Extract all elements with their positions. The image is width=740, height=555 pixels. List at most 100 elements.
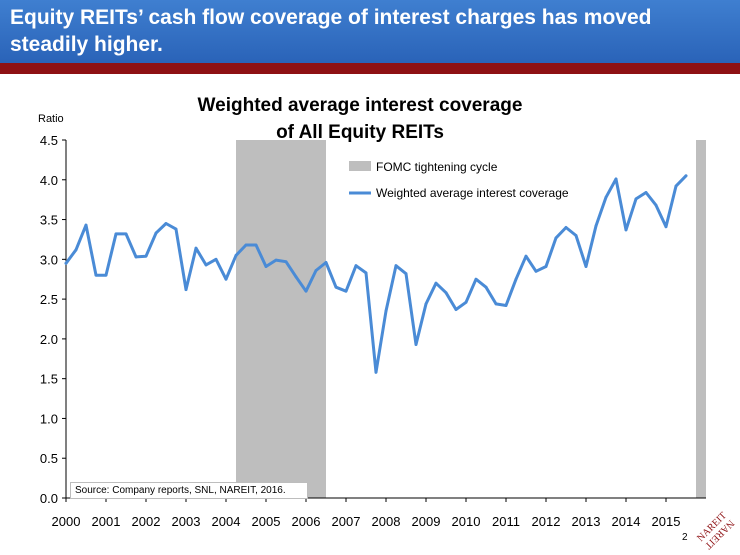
chart-title-line-2: of All Equity REITs [276,122,444,143]
data-point [84,223,88,227]
data-point [674,184,678,188]
data-point [544,265,548,268]
data-point [484,285,488,289]
x-tick-label: 2014 [612,514,641,529]
legend-label-fomc: FOMC tightening cycle [376,160,498,174]
x-tick-label: 2004 [212,514,241,529]
data-point [364,271,368,275]
y-tick-label: 4.5 [40,133,58,148]
x-tick-label: 2012 [532,514,561,529]
fomc-band [696,140,706,498]
data-point [654,203,658,207]
y-axis-label: Ratio [38,113,64,125]
data-point [384,309,388,313]
x-tick-label: 2015 [652,514,681,529]
data-point [604,195,608,199]
x-tick-label: 2006 [292,514,321,529]
x-tick-label: 2011 [492,514,520,529]
data-point [594,224,598,228]
data-point [634,197,638,201]
data-point [414,343,418,346]
data-point [554,236,558,240]
data-point [214,257,218,261]
data-point [574,234,578,237]
x-tick-label: 2013 [572,514,601,529]
data-point [174,227,178,231]
data-point [344,289,348,293]
data-point [74,248,78,252]
data-point [394,264,398,268]
y-tick-label: 3.5 [40,213,58,228]
data-point [104,273,108,277]
data-point [124,232,128,236]
data-point [334,285,338,289]
data-point [424,302,428,306]
data-point [244,243,248,247]
data-point [144,254,148,258]
x-tick-label: 2007 [332,514,361,529]
legend-swatch-fomc [349,161,371,171]
fomc-band [236,140,326,498]
data-point [534,269,538,273]
data-point [64,261,68,265]
data-point [184,288,188,291]
data-point [154,231,158,235]
data-point [134,255,138,259]
interest-coverage-line [64,174,688,374]
header-bar: Equity REITs’ cash flow coverage of inte… [0,0,740,63]
data-point [584,265,588,268]
data-point [684,174,688,178]
data-point [114,232,118,236]
data-point [564,226,568,229]
x-tick-label: 2002 [132,514,161,529]
data-point [254,243,258,247]
data-point [374,370,378,374]
data-point [224,277,228,281]
x-tick-label: 2010 [452,514,481,529]
data-point [314,269,318,272]
y-tick-label: 4.0 [40,173,58,188]
chart-title: Weighted average interest coverage of Al… [160,92,560,146]
y-tick-label: 1.0 [40,411,58,426]
data-point [194,246,198,250]
y-tick-label: 1.5 [40,372,58,387]
data-point [464,300,468,304]
data-point [524,254,528,258]
y-tick-label: 2.5 [40,292,58,307]
data-point [264,265,268,268]
x-tick-label: 2009 [412,514,441,529]
legend-label-coverage: Weighted average interest coverage [376,186,569,200]
data-point [474,277,478,281]
data-point [164,222,168,225]
data-point [644,191,648,194]
x-tick-label: 2001 [92,514,121,529]
y-tick-label: 2.0 [40,332,58,347]
data-point [204,263,208,267]
x-tick-label: 2003 [172,514,201,529]
chart-title-line-1: Weighted average interest coverage [197,95,523,116]
data-point [294,275,298,279]
accent-band [0,63,740,74]
page-number: 2 [682,532,688,543]
y-tick-label: 3.0 [40,252,58,267]
data-point [94,273,98,277]
slide-title: Equity REITs’ cash flow coverage of inte… [10,6,652,56]
data-point [454,308,458,311]
data-point [354,264,358,268]
data-point [434,281,438,285]
y-tick-label: 0.5 [40,451,58,466]
source-note: Source: Company reports, SNL, NAREIT, 20… [70,482,308,499]
data-point [664,225,668,229]
data-point [324,261,328,264]
data-point [514,277,518,281]
data-point [274,258,278,262]
data-point [284,260,288,264]
data-point [304,289,308,293]
x-tick-label: 2005 [252,514,281,529]
data-point [504,304,508,307]
nareit-logo: NAREIT NAREIT [695,510,736,551]
data-point [494,302,498,306]
x-tick-label: 2008 [372,514,401,529]
data-point [614,177,618,181]
